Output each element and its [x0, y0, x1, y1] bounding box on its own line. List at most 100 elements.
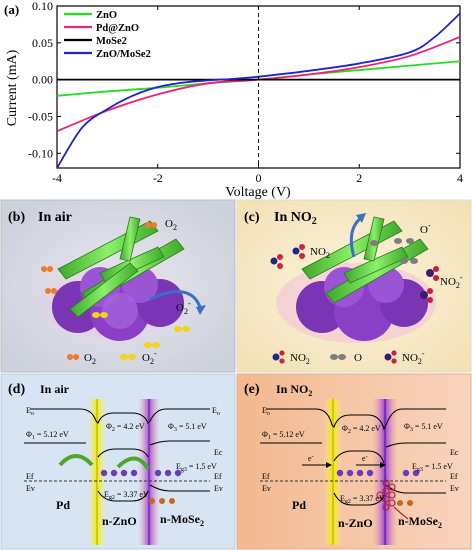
- phi1-label: Φ1 = 5.12 eV: [262, 430, 305, 441]
- transfer-arrow: [116, 456, 150, 471]
- panel-b-legend: O2 O2-: [67, 349, 157, 366]
- y-axis-label: Current (mA): [5, 49, 20, 126]
- svg-text:NO2-: NO2-: [402, 349, 425, 366]
- chart-legend: ZnO Pd@ZnO MoSe2 ZnO/MoSe2: [64, 10, 151, 60]
- chart-panel-label: (a): [4, 2, 19, 17]
- holes: [397, 500, 413, 506]
- legend-label: ZnO: [96, 10, 117, 21]
- eo-right-label: Eo: [212, 406, 220, 417]
- panel-d-band-diagram-air: (d) In air Eo Eo Φ1 = 5.12 eV Φ2 = 4.2 e…: [0, 373, 236, 550]
- accumulated-holes: [376, 479, 396, 511]
- adsorption-arrow: [149, 290, 202, 308]
- conduction-band-right: [385, 442, 446, 448]
- x-tick-label: 2: [356, 171, 362, 185]
- panel-d-label: (d): [8, 382, 25, 397]
- panel-e-background: [236, 373, 472, 550]
- holes: [149, 498, 175, 504]
- no2-minus-label: NO2-: [440, 273, 463, 290]
- eg3-label: Eg3 = 1.5 eV: [176, 462, 217, 473]
- no2-label: NO2: [310, 246, 330, 260]
- y-tick-label: -0.05: [28, 109, 53, 123]
- phi2-label: Φ2 = 4.2 eV: [106, 422, 145, 433]
- y-tick-label: 0.05: [32, 36, 53, 50]
- y-tick-label: -0.10: [28, 146, 53, 160]
- valence-band: [97, 490, 149, 502]
- o2-molecules: [41, 222, 157, 294]
- hole-transfer-arrow: [393, 506, 409, 520]
- panel-b-title: In air: [38, 210, 72, 225]
- phi1-label: Φ1 = 5.12 eV: [26, 430, 69, 441]
- no2-minus-ions: [420, 266, 439, 303]
- electrons: [336, 469, 420, 477]
- panel-c-legend: NO2 O NO2-: [272, 349, 425, 366]
- ec-right-label: Ec: [214, 448, 223, 457]
- ef-left-label: Ef: [26, 472, 34, 481]
- o-adsorbed-ions: [370, 238, 418, 264]
- conduction-band-right: [149, 440, 210, 446]
- panel-e-label: (e): [244, 382, 260, 397]
- electron-label: e-: [362, 454, 368, 463]
- eg3-label: Eg3 = 1.5 eV: [412, 462, 453, 473]
- panel-c-no2-model: (c) In NO2 NO2 O- NO2- NO2 O NO2-: [236, 199, 472, 373]
- panel-d-title: In air: [40, 382, 70, 396]
- mose2-label: n-MoSe2: [160, 512, 204, 528]
- conduction-band: [333, 450, 385, 464]
- vacuum-level: [260, 408, 446, 444]
- panel-b-label: (b): [8, 210, 25, 225]
- panel-b-air-model: (b) In air O2 O2- O2 O2-: [0, 199, 236, 373]
- electron-label: e-: [308, 454, 314, 463]
- iv-chart: (a) -4 -2 0 2 4 0.10 0.05 0.00 -0.05 -0.10 ZnO Pd@…: [4, 0, 463, 200]
- svg-text:O: O: [354, 352, 362, 364]
- eg2-label: Eg2 = 3.37 eV: [340, 494, 385, 505]
- electrons: [100, 469, 182, 477]
- o2-minus-label: O2-: [176, 299, 191, 316]
- ef-right-label: Ef: [214, 472, 222, 481]
- eo-left-label: Eo: [262, 406, 270, 417]
- panel-e-band-diagram-no2: (e) In NO2 e- e- Eo Φ1 = 5.12 eV Φ2 = 4.…: [236, 373, 472, 550]
- pd-label: Pd: [56, 498, 70, 512]
- y-tick-label: 0.10: [32, 0, 53, 13]
- ev-right-label: Ev: [450, 484, 459, 493]
- zno-label: n-ZnO: [102, 514, 137, 528]
- x-tick-label: -4: [52, 171, 62, 185]
- ef-right-label: Ef: [450, 472, 458, 481]
- ev-left-label: Ev: [262, 484, 271, 493]
- adsorption-arrow-head: [196, 305, 206, 315]
- vacuum-level: [24, 408, 210, 444]
- eg2-label: Eg2 = 3.37 eV: [104, 490, 149, 501]
- svg-text:NO2: NO2: [290, 352, 310, 366]
- valence-band-right: [385, 484, 446, 494]
- phi3-label: Φ3 = 5.1 eV: [168, 422, 207, 433]
- pd-label: Pd: [292, 498, 306, 512]
- conduction-band: [97, 448, 149, 458]
- no2-molecules: [270, 244, 305, 269]
- ec-right-label: Ec: [450, 448, 459, 457]
- legend-label: MoSe2: [96, 36, 127, 47]
- panel-e-title: In NO2: [276, 382, 312, 398]
- y-tick-label: 0.00: [32, 73, 53, 87]
- valence-band: [333, 492, 385, 506]
- o2-top-label: O2: [165, 218, 177, 232]
- eo-left-label: Eo: [26, 406, 34, 417]
- series-line-zno-mose2: [57, 12, 460, 168]
- panel-c-label: (c): [244, 210, 260, 225]
- x-tick-label: 0: [256, 171, 262, 185]
- zno-label: n-ZnO: [338, 516, 373, 530]
- o2-minus-ions: [92, 312, 190, 348]
- panel-d-background: [0, 373, 236, 550]
- valence-band-right: [149, 484, 210, 492]
- o-minus-label: O-: [420, 221, 431, 236]
- transfer-arrow: [58, 454, 94, 467]
- electron-flow-arrow-head: [380, 462, 386, 468]
- x-axis-label: Voltage (V): [225, 185, 291, 200]
- adsorption-arrow-head: [356, 213, 366, 223]
- ef-left-label: Ef: [262, 472, 270, 481]
- phi3-label: Φ3 = 5.1 eV: [404, 422, 443, 433]
- legend-label: ZnO/MoSe2: [96, 49, 151, 60]
- phi2-label: Φ2 = 4.2 eV: [342, 424, 381, 435]
- zno-nanorods: [57, 216, 185, 318]
- ev-left-label: Ev: [26, 484, 35, 493]
- mose2-label: n-MoSe2: [398, 514, 442, 530]
- svg-text:O2-: O2-: [142, 349, 157, 366]
- x-tick-label: 4: [457, 171, 463, 185]
